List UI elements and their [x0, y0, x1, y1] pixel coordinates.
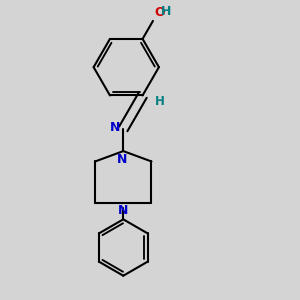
Text: N: N — [110, 121, 120, 134]
Text: O: O — [154, 6, 165, 20]
Text: H: H — [160, 5, 171, 18]
Text: H: H — [154, 95, 164, 108]
Text: N: N — [118, 204, 128, 217]
Text: N: N — [117, 153, 127, 166]
